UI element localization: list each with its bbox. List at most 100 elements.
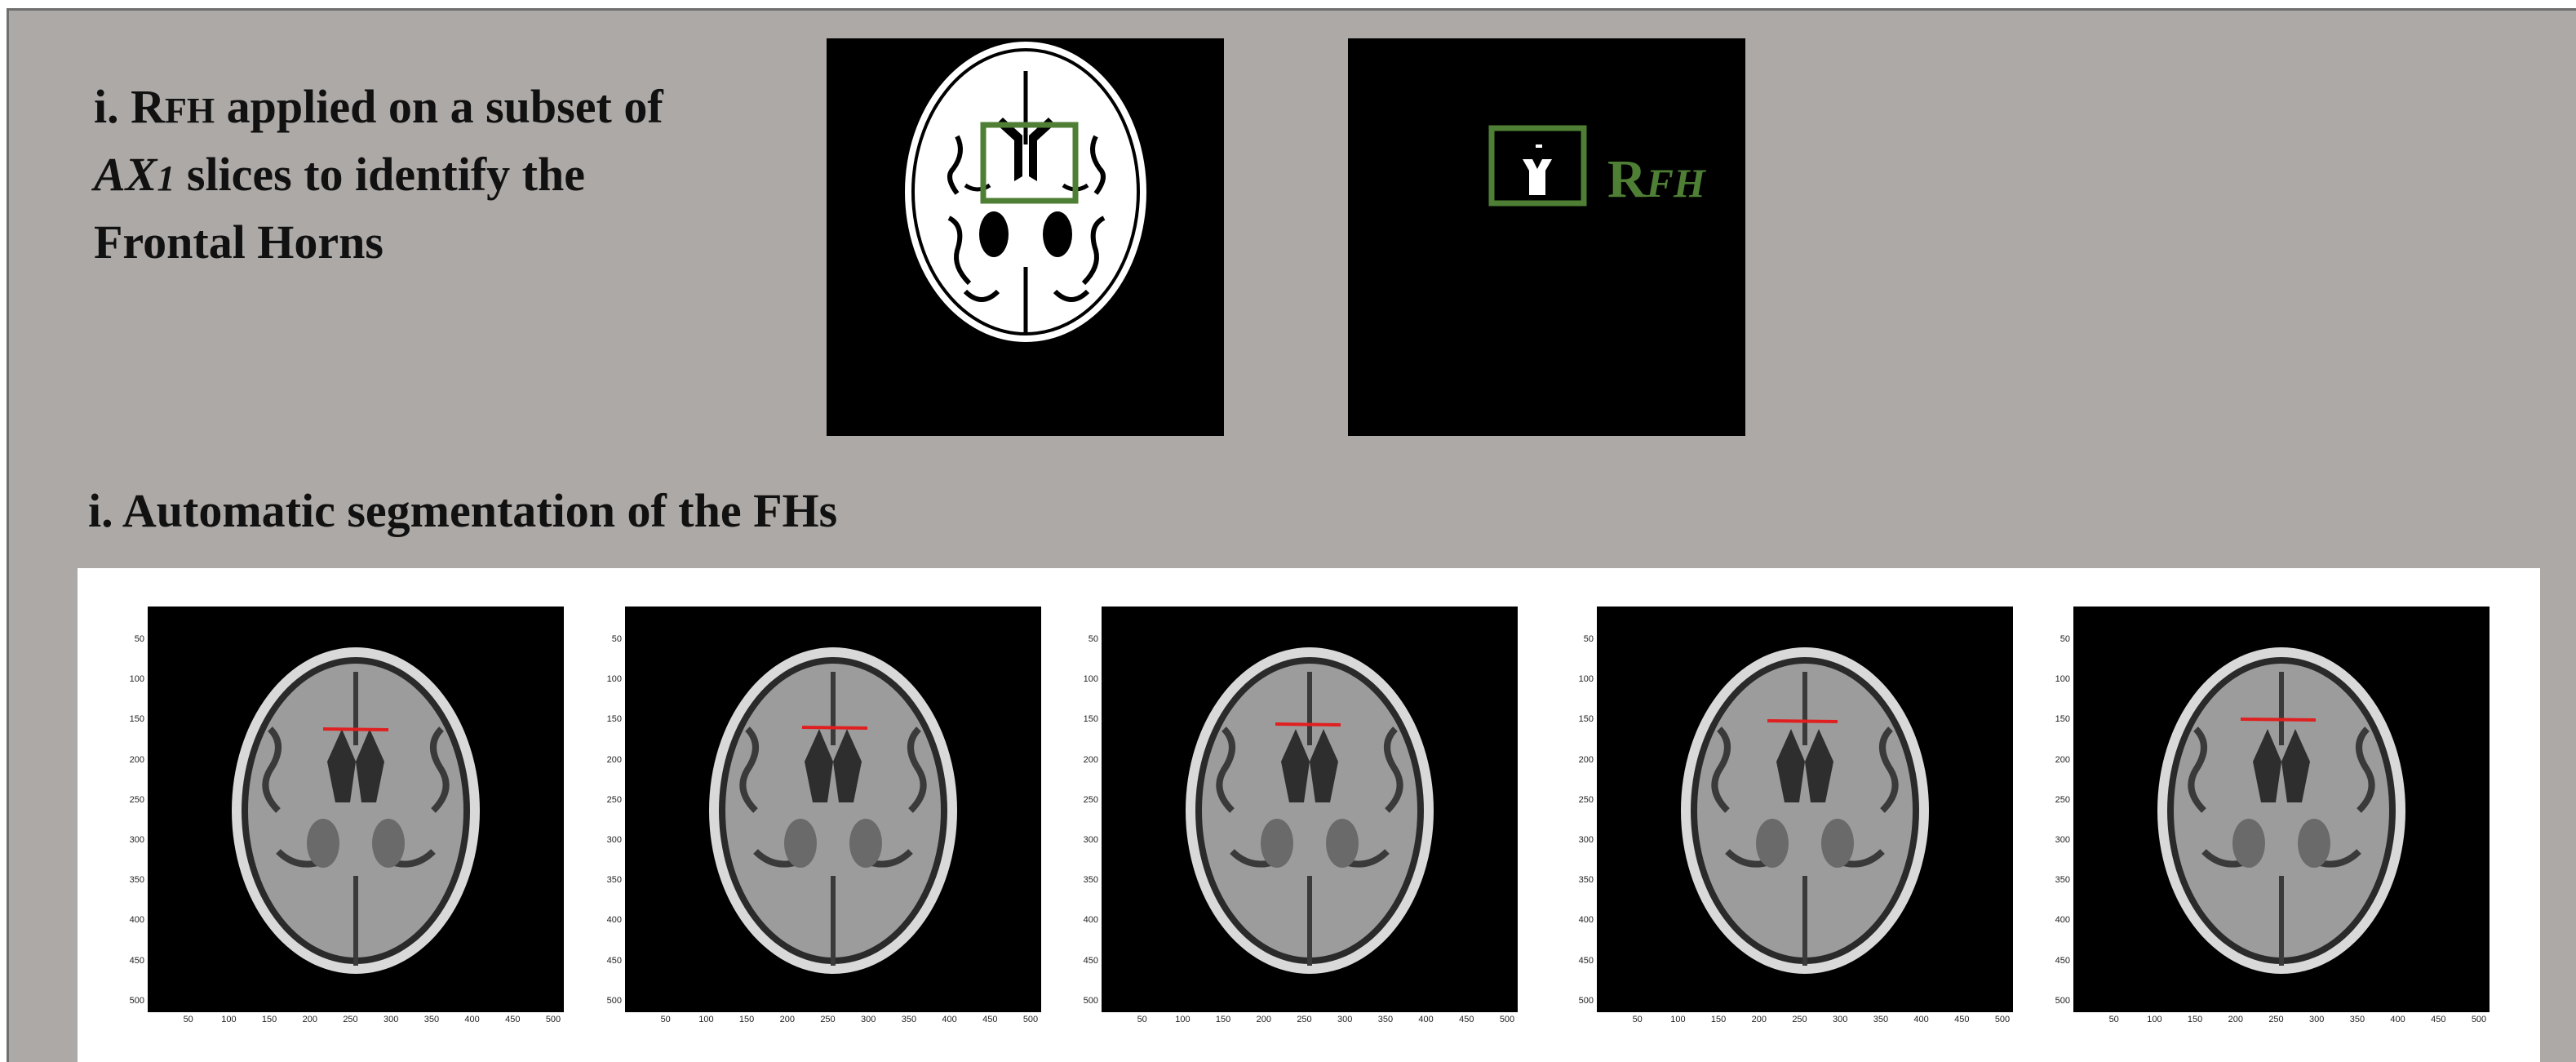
y-tick-label: 200 — [129, 754, 144, 765]
x-tick-label: 50 — [660, 1015, 671, 1024]
fh-width-line — [1767, 719, 1838, 723]
x-tick-label: 250 — [2268, 1015, 2284, 1024]
line2-sub: 1 — [157, 158, 175, 198]
y-tick-label: 300 — [2055, 835, 2070, 845]
y-tick-label: 450 — [1083, 955, 1098, 966]
x-tick-label: 450 — [2431, 1015, 2446, 1024]
y-tick-label: 450 — [606, 955, 622, 966]
y-tick-label: 300 — [606, 835, 622, 845]
y-tick-label: 200 — [1578, 754, 1594, 765]
fh-width-line — [322, 727, 389, 731]
y-tick-label: 300 — [1578, 835, 1594, 845]
x-tick-label: 450 — [1459, 1015, 1474, 1024]
y-tick-label: 150 — [129, 714, 144, 725]
line1-sub: FH — [165, 91, 215, 131]
line2-rest: slices to identify the — [175, 148, 585, 201]
x-tick-label: 100 — [1670, 1015, 1686, 1024]
y-tick-label: 500 — [129, 995, 144, 1006]
y-tick-label: 300 — [129, 835, 144, 845]
x-tick-label: 500 — [1994, 1015, 2011, 1024]
x-tick-label: 300 — [2309, 1015, 2325, 1024]
y-tick-label: 100 — [1578, 674, 1594, 685]
rfh-box-left — [980, 122, 1079, 204]
section1-line2: AX1 slices to identify the — [94, 143, 812, 211]
y-tick-label: 250 — [1083, 794, 1098, 805]
y-tick-label: 500 — [1578, 995, 1594, 1006]
y-tick-label: 500 — [2055, 995, 2070, 1006]
x-tick-label: 400 — [2390, 1015, 2405, 1024]
y-tick-label: 350 — [2055, 875, 2070, 886]
mri-brain-image — [709, 647, 957, 974]
y-tick-label: 450 — [129, 955, 144, 966]
section2-heading: i. Automatic segmentation of the FHs — [88, 484, 838, 537]
x-tick-label: 200 — [1256, 1015, 1271, 1024]
mri-brain-image — [1681, 647, 1929, 974]
x-tick-label: 200 — [1751, 1015, 1767, 1024]
binary-brain-mask-image — [905, 42, 1146, 342]
line1-prefix: i. R — [94, 80, 165, 133]
y-tick-label: 50 — [2059, 634, 2070, 644]
x-tick-label: 200 — [779, 1015, 795, 1024]
x-tick-label: 250 — [1792, 1015, 1807, 1024]
x-tick-label: 200 — [2228, 1015, 2243, 1024]
y-tick-label: 500 — [606, 995, 622, 1006]
fh-width-line — [801, 726, 868, 730]
x-tick-label: 150 — [1710, 1015, 1727, 1024]
y-tick-label: 300 — [1083, 835, 1098, 845]
x-tick-label: 450 — [982, 1015, 998, 1024]
x-tick-label: 50 — [1137, 1015, 1147, 1024]
x-tick-label: 250 — [820, 1015, 836, 1024]
mri-brain-image — [1186, 647, 1434, 974]
y-tick-label: 400 — [129, 915, 144, 926]
x-tick-label: 300 — [861, 1015, 876, 1024]
x-tick-label: 350 — [1873, 1015, 1889, 1024]
x-tick-label: 450 — [505, 1015, 521, 1024]
line2-italic: AX — [94, 148, 157, 201]
x-tick-label: 50 — [1632, 1015, 1643, 1024]
y-tick-label: 350 — [129, 875, 144, 886]
y-tick-label: 250 — [606, 794, 622, 805]
y-tick-label: 250 — [2055, 794, 2070, 805]
frontal-horns-image — [1488, 125, 1587, 207]
y-tick-label: 100 — [1083, 674, 1098, 685]
x-tick-label: 400 — [464, 1015, 480, 1024]
x-tick-label: 150 — [738, 1015, 755, 1024]
y-tick-label: 150 — [1083, 714, 1098, 725]
x-tick-label: 350 — [423, 1015, 440, 1024]
x-tick-label: 250 — [343, 1015, 358, 1024]
y-tick-label: 150 — [606, 714, 622, 725]
y-tick-label: 50 — [134, 634, 144, 644]
x-tick-label: 50 — [2108, 1015, 2119, 1024]
x-tick-label: 150 — [261, 1015, 277, 1024]
x-tick-label: 500 — [1499, 1015, 1515, 1024]
y-tick-label: 400 — [606, 915, 622, 926]
frontal-horns-panel — [1348, 38, 1745, 436]
x-tick-label: 400 — [1913, 1015, 1929, 1024]
y-tick-label: 150 — [1578, 714, 1594, 725]
y-tick-label: 100 — [2055, 674, 2070, 685]
x-tick-label: 200 — [302, 1015, 317, 1024]
x-tick-label: 100 — [2147, 1015, 2162, 1024]
y-tick-label: 500 — [1083, 995, 1098, 1006]
y-tick-label: 400 — [2055, 915, 2070, 926]
y-tick-label: 50 — [1583, 634, 1594, 644]
x-tick-label: 50 — [183, 1015, 193, 1024]
rfh-label-main: R — [1607, 149, 1647, 209]
x-tick-label: 100 — [221, 1015, 237, 1024]
y-tick-label: 200 — [606, 754, 622, 765]
y-tick-label: 50 — [1088, 634, 1098, 644]
x-tick-label: 500 — [1022, 1015, 1039, 1024]
rfh-box-right — [1488, 125, 1587, 207]
mri-panel-4 — [1597, 607, 2013, 1012]
x-tick-label: 400 — [1418, 1015, 1434, 1024]
mri-panel-3 — [1102, 607, 1518, 1012]
mri-panel-2 — [625, 607, 1041, 1012]
x-tick-label: 150 — [1215, 1015, 1231, 1024]
mri-brain-image — [2157, 647, 2405, 974]
y-tick-label: 200 — [2055, 754, 2070, 765]
section1-heading: i. RFH applied on a subset of AX1 slices… — [94, 75, 812, 274]
fh-width-line — [2240, 718, 2317, 722]
x-tick-label: 400 — [942, 1015, 957, 1024]
x-tick-label: 100 — [1175, 1015, 1190, 1024]
x-tick-label: 300 — [384, 1015, 399, 1024]
